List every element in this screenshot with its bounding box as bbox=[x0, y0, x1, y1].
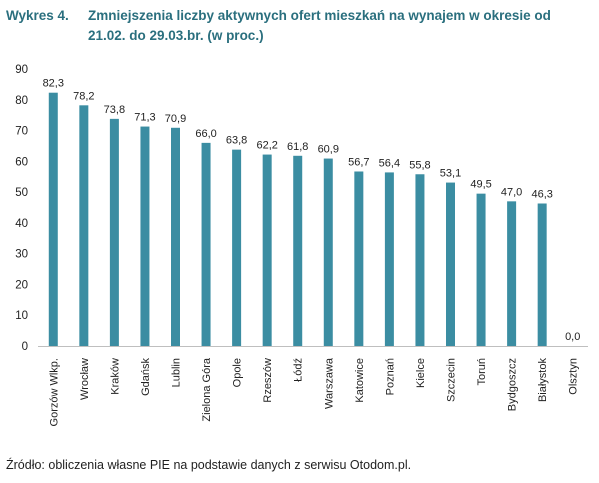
y-tick-label: 90 bbox=[15, 64, 28, 76]
category-label: Bydgoszcz bbox=[507, 358, 519, 411]
y-tick-label: 80 bbox=[15, 95, 28, 107]
y-tick-label: 30 bbox=[15, 249, 28, 261]
data-label: 62,2 bbox=[256, 140, 277, 152]
data-label: 61,8 bbox=[287, 141, 308, 153]
data-label: 73,8 bbox=[104, 104, 125, 116]
y-tick-label: 70 bbox=[15, 126, 28, 138]
category-label: Gorzów Wlkp. bbox=[48, 358, 60, 426]
bar-chart: 0 10 20 30 40 50 60 70 80 90 82,3 78,2 73,8 71,3 70,9… bbox=[15, 64, 588, 426]
category-labels: Gorzów Wlkp. Wrocław Kraków Gdańsk Lublin Zie… bbox=[48, 357, 579, 426]
bar bbox=[446, 182, 455, 346]
category-label: Toruń bbox=[476, 358, 488, 386]
y-axis-ticks: 0 10 20 30 40 50 60 70 80 90 bbox=[15, 64, 28, 353]
data-label: 55,8 bbox=[409, 159, 430, 171]
category-label: Poznań bbox=[384, 358, 396, 395]
bar bbox=[323, 158, 333, 346]
category-label: Warszawa bbox=[323, 357, 335, 409]
data-label: 71,3 bbox=[134, 112, 155, 124]
bar bbox=[140, 126, 150, 346]
data-label: 49,5 bbox=[470, 179, 491, 191]
category-label: Białystok bbox=[537, 358, 549, 403]
data-label: 70,9 bbox=[165, 113, 186, 125]
category-label: Olsztyn bbox=[568, 358, 580, 395]
bar bbox=[262, 154, 272, 346]
bar bbox=[354, 171, 364, 346]
data-label: 78,2 bbox=[73, 90, 94, 102]
bar bbox=[201, 142, 211, 346]
category-label: Wrocław bbox=[79, 358, 91, 400]
y-tick-label: 50 bbox=[15, 187, 28, 199]
category-label: Rzeszów bbox=[262, 358, 274, 403]
bar bbox=[79, 105, 89, 346]
chart-number: Wykres 4. bbox=[6, 8, 69, 23]
category-label: Opole bbox=[232, 358, 244, 387]
category-label: Zielona Góra bbox=[201, 357, 213, 421]
bar bbox=[476, 193, 486, 346]
category-label: Kielce bbox=[415, 358, 427, 388]
data-label: 53,1 bbox=[440, 168, 461, 180]
bar bbox=[232, 149, 242, 346]
y-tick-label: 40 bbox=[15, 218, 28, 230]
data-label: 56,4 bbox=[379, 157, 400, 169]
category-label: Kraków bbox=[109, 358, 121, 395]
bar bbox=[384, 172, 394, 346]
y-tick-label: 60 bbox=[15, 156, 28, 168]
bars bbox=[48, 92, 547, 347]
category-label: Lublin bbox=[171, 358, 183, 387]
category-label: Gdańsk bbox=[140, 358, 152, 396]
bar bbox=[415, 174, 425, 346]
category-label: Łódź bbox=[293, 358, 305, 382]
data-label: 56,7 bbox=[348, 156, 369, 168]
bar bbox=[537, 203, 547, 346]
bar bbox=[293, 155, 303, 346]
bar bbox=[507, 201, 517, 346]
data-label: 47,0 bbox=[501, 186, 522, 198]
bar bbox=[171, 127, 180, 346]
chart-title: Zmniejszenia liczby aktywnych ofert mies… bbox=[88, 8, 551, 43]
category-label: Katowice bbox=[354, 358, 366, 403]
y-tick-label: 0 bbox=[22, 341, 28, 353]
data-label: 60,9 bbox=[318, 144, 339, 156]
data-label: 66,0 bbox=[195, 128, 216, 140]
category-label: Szczecin bbox=[446, 358, 458, 402]
bar bbox=[109, 118, 119, 346]
source-note: Źródło: obliczenia własne PIE na podstaw… bbox=[6, 458, 412, 472]
data-labels: 82,3 78,2 73,8 71,3 70,9 66,0 63,8 62,2 61,8 60,9… bbox=[43, 78, 581, 343]
y-tick-label: 10 bbox=[15, 310, 28, 322]
data-label: 63,8 bbox=[226, 135, 247, 147]
y-tick-label: 20 bbox=[15, 279, 28, 291]
data-label: 0,0 bbox=[565, 331, 580, 343]
bar bbox=[48, 92, 58, 347]
data-label: 82,3 bbox=[43, 78, 64, 90]
data-label: 46,3 bbox=[531, 188, 552, 200]
